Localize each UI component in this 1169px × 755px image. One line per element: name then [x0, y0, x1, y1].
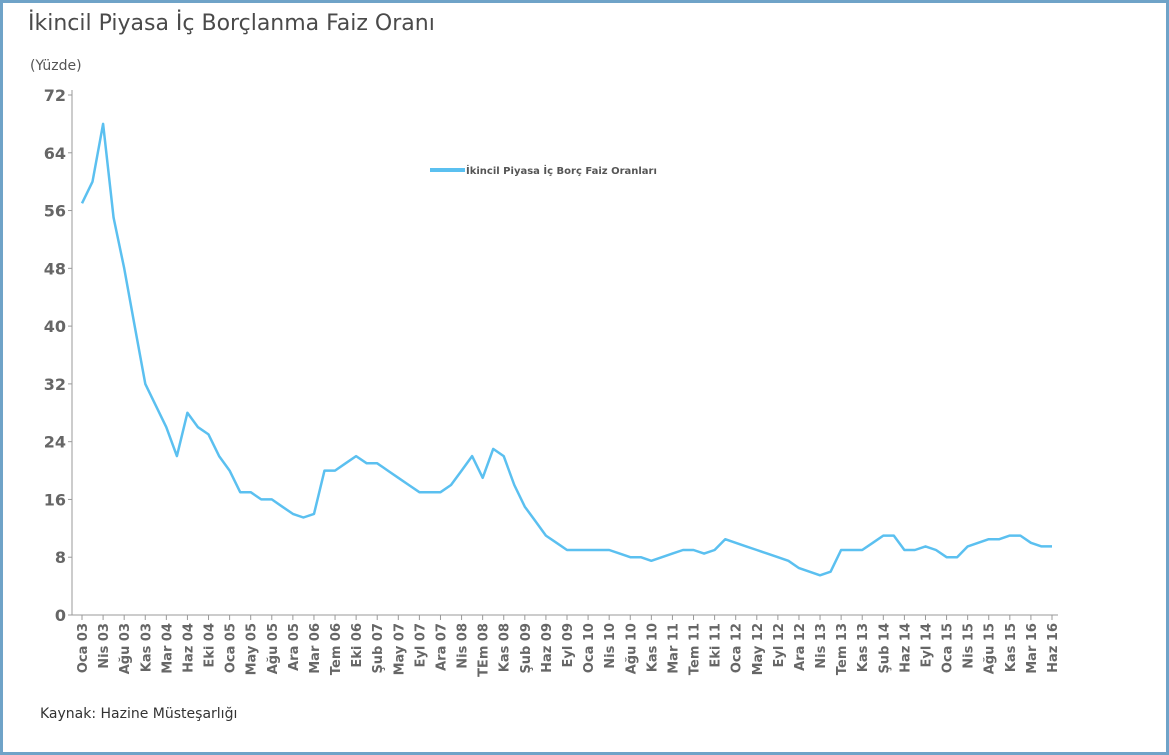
x-tick-label: Eyl 12	[772, 623, 787, 667]
y-tick-label: 32	[44, 375, 66, 394]
x-tick-label: Nis 03	[97, 623, 112, 669]
x-tick-label: May 07	[392, 623, 407, 675]
y-tick-label: 72	[44, 86, 66, 105]
x-tick-label: Ağu 10	[624, 623, 639, 674]
x-tick-label: Nis 13	[814, 623, 829, 669]
line-series	[80, 122, 1052, 577]
x-tick-label: Oca 10	[582, 623, 597, 673]
y-tick-label: 40	[44, 317, 66, 336]
x-tick-label: Ağu 05	[266, 623, 281, 674]
x-tick-label: Tem 13	[835, 623, 850, 675]
chart-subtitle: (Yüzde)	[30, 58, 82, 74]
x-tick-label: Eki 06	[350, 623, 365, 668]
x-tick-label: Kas 03	[139, 623, 154, 672]
x-tick-label: Oca 05	[224, 623, 239, 673]
x-tick-label: Haz 09	[540, 623, 555, 673]
x-tick-label: Oca 12	[730, 623, 745, 673]
y-tick-label: 48	[44, 259, 66, 278]
x-tick-label: Şub 09	[519, 623, 534, 674]
source: Kaynak: Hazine Müsteşarlığı	[40, 706, 237, 722]
x-tick-label: Şub 07	[371, 623, 386, 674]
x-tick-label: Haz 04	[181, 623, 196, 673]
x-tick-label: Nis 08	[456, 623, 471, 669]
x-tick-label: Kas 13	[856, 623, 871, 672]
x-tick-label: Tem 06	[329, 623, 344, 675]
x-tick-label: Nis 10	[603, 623, 618, 669]
x-tick-label: May 12	[751, 623, 766, 675]
x-tick-label: Ağu 03	[118, 623, 133, 674]
legend-label: İkincil Piyasa İç Borç Faiz Oranları	[466, 163, 657, 177]
y-tick-label: 16	[44, 490, 66, 509]
x-tick-label: Oca 03	[76, 623, 91, 673]
x-tick-label: Kas 10	[645, 623, 660, 672]
x-tick-label: May 05	[245, 623, 260, 675]
x-tick-label: Ara 12	[793, 623, 808, 671]
x-tick-label: Ara 05	[287, 623, 302, 671]
x-tick-label: Eki 11	[709, 623, 724, 668]
x-tick-label: Şub 14	[877, 623, 892, 674]
x-tick-label: Haz 16	[1046, 623, 1061, 673]
x-tick-label: Tem 11	[688, 623, 703, 675]
x-tick-label: Haz 14	[898, 623, 913, 673]
y-tick-label: 64	[44, 144, 66, 163]
y-tick-label: 0	[55, 606, 66, 625]
chart-title: İkincil Piyasa İç Borçlanma Faiz Oranı	[28, 10, 435, 36]
x-tick-label: Mar 06	[308, 623, 323, 674]
x-tick-label: Eyl 09	[561, 623, 576, 667]
x-tick-label: Ağu 15	[983, 623, 998, 674]
x-tick-label: Eki 04	[203, 623, 218, 668]
x-tick-label: Ara 07	[434, 623, 449, 671]
x-tick-label: Mar 16	[1025, 623, 1040, 674]
x-tick-label: Mar 04	[160, 623, 175, 674]
y-tick-label: 8	[55, 548, 66, 567]
x-tick-label: Mar 11	[666, 623, 681, 674]
x-tick-label: Eyl 07	[413, 623, 428, 667]
x-tick-label: Kas 08	[498, 623, 513, 672]
x-tick-label: TEm 08	[477, 623, 492, 677]
x-tick-label: Eyl 14	[919, 623, 934, 667]
y-tick-label: 56	[44, 202, 66, 221]
x-tick-label: Oca 15	[941, 623, 956, 673]
x-tick-label: Kas 15	[1004, 623, 1019, 672]
x-tick-label: Nis 15	[962, 623, 977, 669]
y-tick-label: 24	[44, 433, 66, 452]
